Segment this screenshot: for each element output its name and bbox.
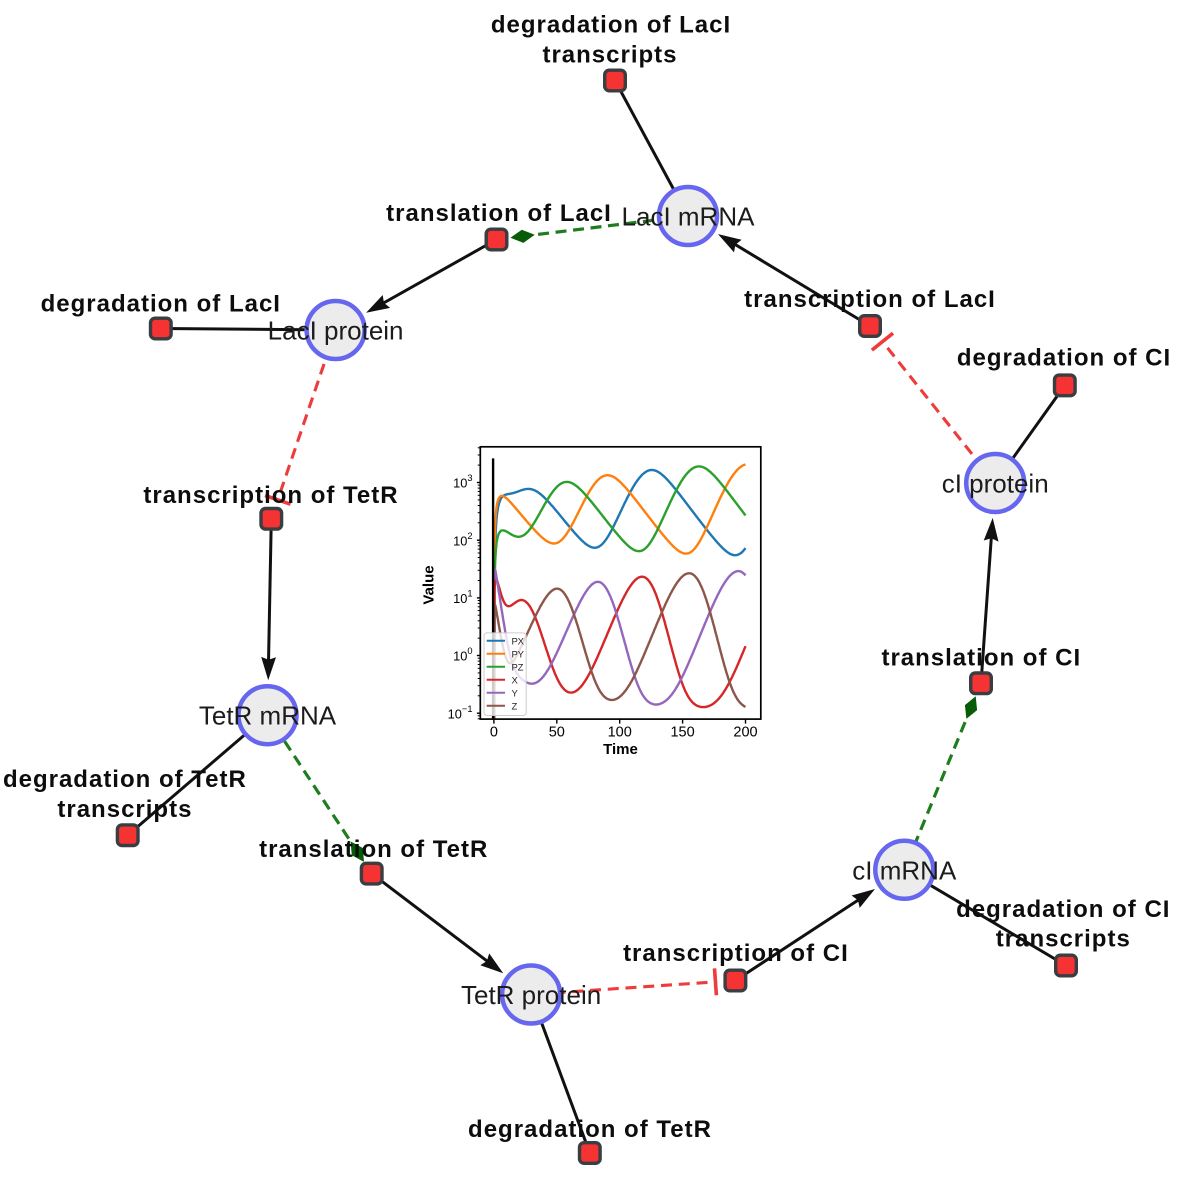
svg-text:transcripts: transcripts [996, 926, 1131, 953]
svg-text:PY: PY [512, 649, 525, 660]
svg-text:translation of LacI: translation of LacI [386, 200, 612, 227]
svg-text:Value: Value [421, 565, 438, 604]
svg-text:Y: Y [512, 688, 519, 699]
svg-text:degradation of LacI: degradation of LacI [41, 291, 281, 318]
svg-text:transcripts: transcripts [542, 42, 677, 69]
svg-text:100: 100 [608, 725, 632, 741]
svg-text:transcripts: transcripts [57, 796, 192, 823]
svg-text:cI mRNA: cI mRNA [852, 855, 957, 885]
svg-text:cI protein: cI protein [942, 469, 1049, 499]
svg-text:degradation of CI: degradation of CI [956, 896, 1170, 923]
svg-text:PZ: PZ [512, 662, 524, 673]
svg-text:X: X [512, 675, 519, 686]
svg-text:50: 50 [549, 725, 565, 741]
svg-text:0: 0 [490, 725, 498, 741]
svg-text:translation of TetR: translation of TetR [259, 836, 488, 863]
svg-text:transcription of TetR: transcription of TetR [143, 482, 398, 509]
svg-text:PX: PX [512, 636, 525, 647]
svg-text:LacI mRNA: LacI mRNA [622, 202, 756, 232]
svg-text:translation of CI: translation of CI [881, 644, 1081, 671]
svg-text:200: 200 [733, 725, 757, 741]
svg-text:degradation of CI: degradation of CI [957, 345, 1171, 372]
svg-text:Time: Time [603, 741, 638, 758]
svg-text:LacI protein: LacI protein [268, 316, 404, 346]
svg-text:TetR protein: TetR protein [461, 980, 601, 1010]
svg-text:Z: Z [512, 701, 518, 712]
svg-text:degradation of TetR: degradation of TetR [3, 766, 247, 793]
svg-text:transcription of LacI: transcription of LacI [744, 286, 996, 313]
svg-text:150: 150 [670, 725, 694, 741]
svg-text:degradation of TetR: degradation of TetR [468, 1116, 712, 1143]
svg-text:transcription of CI: transcription of CI [623, 940, 849, 967]
svg-text:degradation of LacI: degradation of LacI [491, 12, 731, 39]
svg-text:TetR mRNA: TetR mRNA [199, 701, 337, 731]
